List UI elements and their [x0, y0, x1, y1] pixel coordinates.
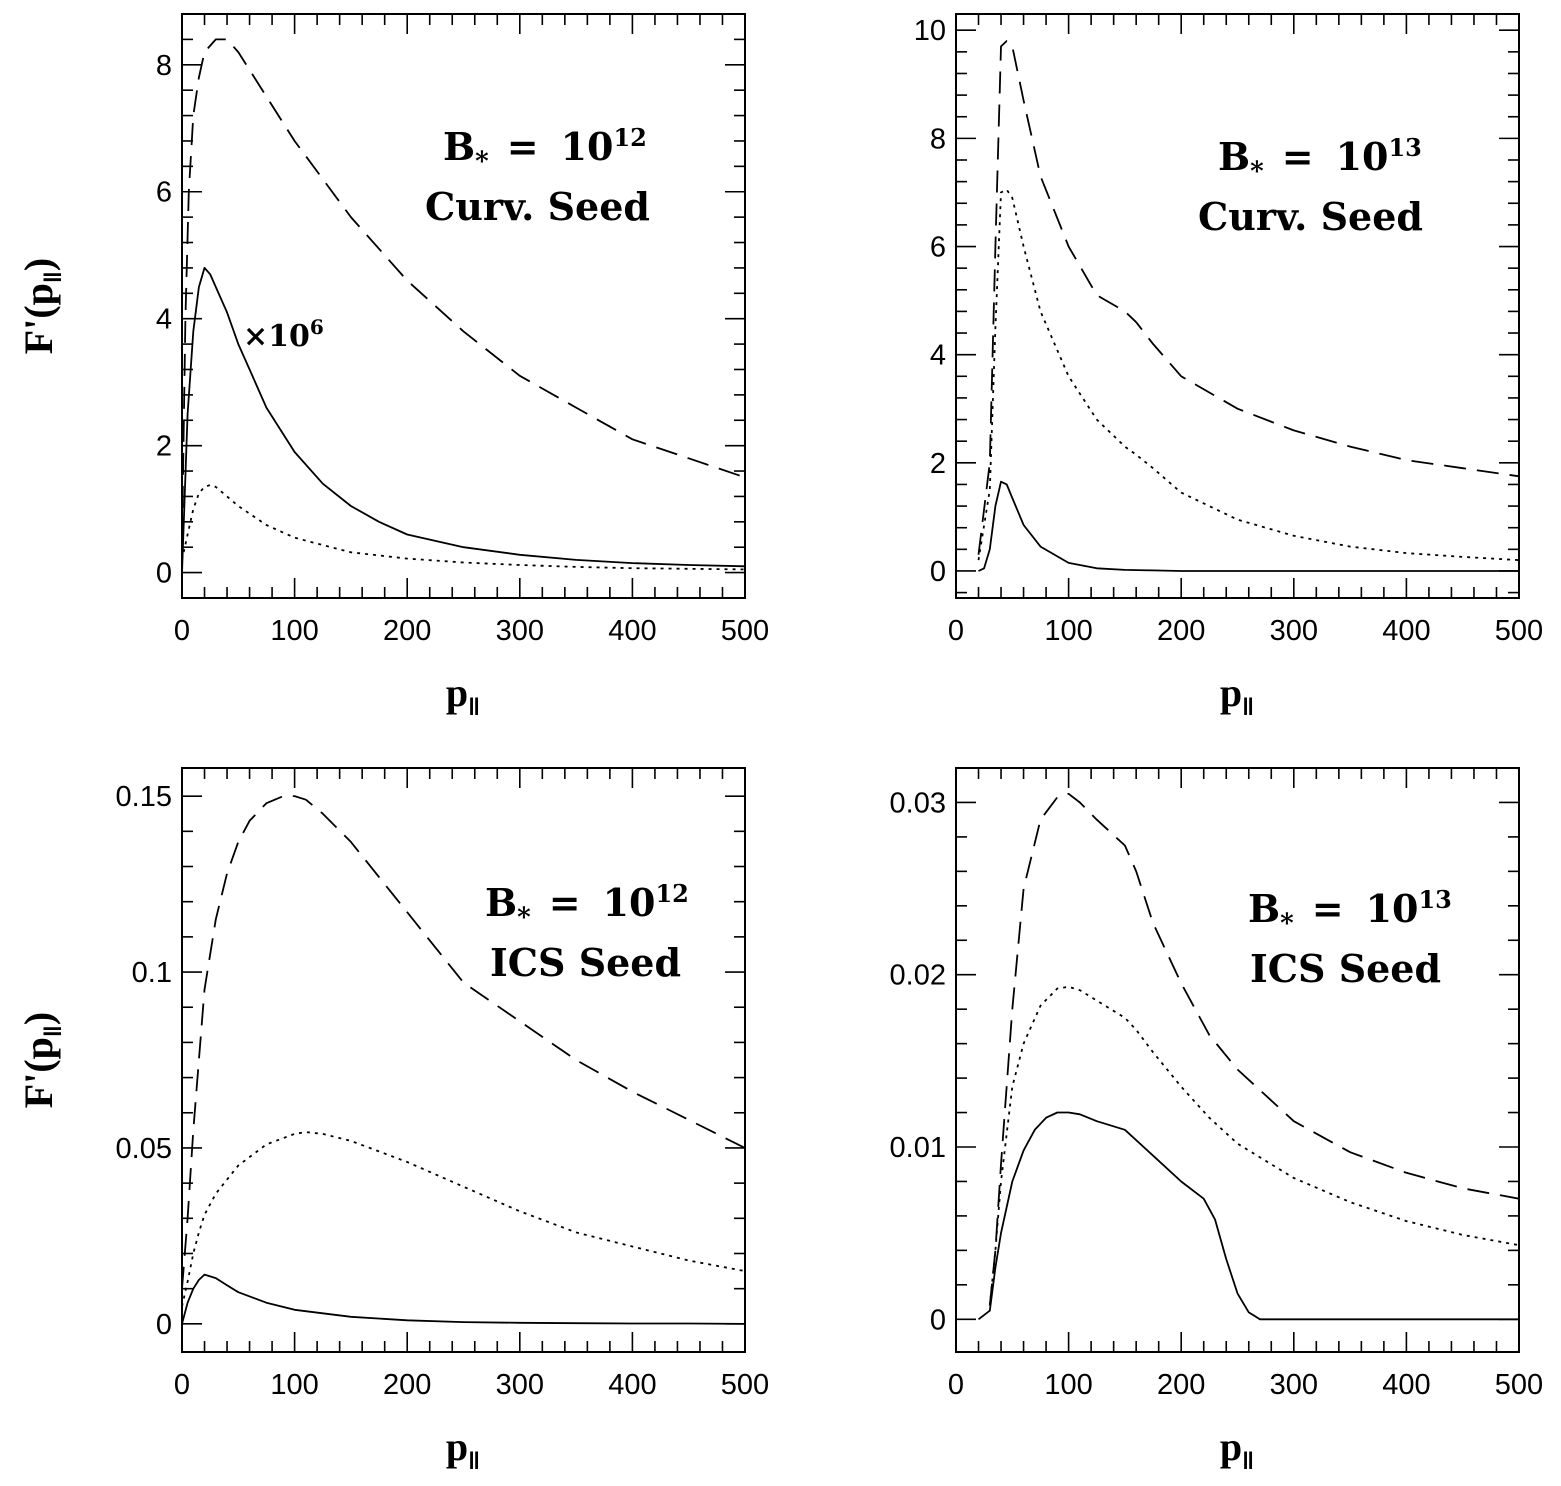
annotation-field: B* = 1012 [443, 123, 647, 177]
annotation-field: B* = 1013 [1248, 885, 1452, 939]
x-tick-label: 500 [1495, 615, 1543, 647]
x-tick-labels: 0 100 200 300 400 500 [948, 1369, 1543, 1401]
series-label: ×106 [243, 315, 324, 354]
series-dashed [182, 795, 745, 1289]
series-dashed [988, 792, 1519, 1306]
annotation-seed: ICS Seed [490, 940, 681, 985]
x-tick-label: 300 [1270, 1369, 1318, 1401]
y-tick-label: 6 [930, 232, 946, 264]
annotation-seed: ICS Seed [1250, 946, 1441, 991]
series-group [977, 792, 1519, 1321]
series-dotted [182, 484, 745, 571]
x-tick-label: 400 [608, 1369, 656, 1401]
x-tick-label: 400 [608, 615, 656, 647]
plot-frame [955, 13, 1520, 599]
axis-ticks [181, 13, 746, 599]
y-tick-label: 6 [156, 177, 172, 209]
x-tick-label: 500 [1495, 1369, 1543, 1401]
annotation-seed: Curv. Seed [425, 184, 650, 229]
annotation-field: B* = 1013 [1218, 133, 1422, 187]
x-axis-title: p‖ [1220, 1424, 1254, 1475]
x-tick-label: 400 [1382, 615, 1430, 647]
series-group [977, 40, 1519, 572]
y-tick-label: 2 [156, 431, 172, 463]
y-tick-labels: 0 2 4 6 8 [156, 50, 172, 590]
x-tick-label: 100 [270, 615, 318, 647]
x-tick-label: 400 [1382, 1369, 1430, 1401]
series-solid [977, 1111, 1519, 1321]
y-axis-title: F'(p‖) [16, 258, 67, 354]
x-tick-labels: 0 100 200 300 400 500 [174, 615, 769, 647]
y-tick-label: 0 [930, 1304, 946, 1336]
x-tick-label: 0 [174, 615, 190, 647]
x-axis-title: p‖ [446, 670, 480, 721]
x-tick-label: 200 [1157, 615, 1205, 647]
series-dashed [182, 38, 745, 541]
plot-frame [181, 13, 746, 599]
x-tick-label: 200 [1157, 1369, 1205, 1401]
y-tick-label: 0 [930, 556, 946, 588]
annotation-seed: Curv. Seed [1198, 194, 1423, 239]
plot-frame [955, 767, 1520, 1353]
y-tick-label: 0 [156, 558, 172, 590]
y-tick-labels: 0 0.05 0.1 0.15 [116, 781, 172, 1341]
panel-bottom-right: 0 100 200 300 400 500 0 0.01 0.02 0.03 p‖ B* = 101… [890, 767, 1543, 1475]
y-axis-title: F'(p‖) [16, 1012, 67, 1108]
x-tick-label: 200 [383, 615, 431, 647]
x-tick-label: 200 [383, 1369, 431, 1401]
y-tick-label: 4 [930, 340, 946, 372]
axis-ticks [955, 14, 1520, 598]
y-tick-label: 0.02 [890, 960, 946, 992]
y-tick-labels: 0 0.01 0.02 0.03 [890, 787, 946, 1336]
series-solid [182, 1273, 745, 1325]
series-dashed [977, 40, 1519, 555]
x-tick-label: 100 [270, 1369, 318, 1401]
y-tick-label: 8 [156, 50, 172, 82]
x-tick-labels: 0 100 200 300 400 500 [948, 615, 1543, 647]
y-tick-label: 8 [930, 123, 946, 155]
panel-annotation: B* = 1013 ICS Seed [1248, 885, 1452, 991]
series-dotted [988, 985, 1519, 1306]
y-tick-label: 2 [930, 448, 946, 480]
x-tick-label: 0 [948, 1369, 964, 1401]
series-dotted [182, 1131, 745, 1307]
y-tick-label: 0.03 [890, 787, 946, 819]
series-group [182, 38, 745, 573]
x-tick-label: 0 [174, 1369, 190, 1401]
x-tick-label: 0 [948, 615, 964, 647]
y-tick-label: 0.1 [132, 957, 172, 989]
x-tick-label: 100 [1044, 1369, 1092, 1401]
panel-bottom-left: 0 100 200 300 400 500 00.050.10.15 p‖ F'(p‖) … [16, 767, 769, 1475]
series-dotted [977, 188, 1519, 561]
y-tick-label: 0 [156, 1309, 172, 1341]
y-tick-label: 0.01 [890, 1132, 946, 1164]
y-tick-label: 4 [156, 304, 172, 336]
x-axis-title: p‖ [446, 1424, 480, 1475]
y-tick-label: 10 [914, 15, 946, 47]
panel-top-right: 0 100 200 300 400 500 0 2 4 6 8 10 p‖ B* = 1013 Curv… [914, 13, 1543, 721]
x-tick-label: 100 [1044, 615, 1092, 647]
y-tick-labels: 0 2 4 6 8 10 [914, 15, 946, 588]
panel-annotation: B* = 1013 Curv. Seed [1198, 133, 1423, 239]
x-tick-label: 300 [1270, 615, 1318, 647]
axis-ticks [955, 767, 1520, 1352]
x-axis-title: p‖ [1220, 670, 1254, 721]
x-tick-labels: 0 100 200 300 400 500 [174, 1369, 769, 1401]
x-tick-label: 500 [721, 1369, 769, 1401]
series-group [182, 795, 745, 1325]
plot-frame [181, 767, 746, 1353]
axis-ticks [181, 768, 746, 1352]
y-tick-label: 0.05 [116, 1133, 172, 1165]
x-tick-label: 300 [496, 615, 544, 647]
panel-annotation: B* = 1012 Curv. Seed ×106 [243, 123, 650, 354]
series-solid [182, 266, 745, 573]
x-tick-label: 500 [721, 615, 769, 647]
y-tick-label: 0.15 [116, 781, 172, 813]
annotation-field: B* = 1012 [485, 879, 689, 933]
panel-annotation: B* = 1012 ICS Seed [485, 879, 689, 985]
panel-top-left: 0 100 200 300 400 500 0 2 4 6 8 p‖ F'(p‖) B* = 1012… [16, 13, 769, 721]
x-tick-label: 300 [496, 1369, 544, 1401]
series-solid [978, 480, 1519, 572]
